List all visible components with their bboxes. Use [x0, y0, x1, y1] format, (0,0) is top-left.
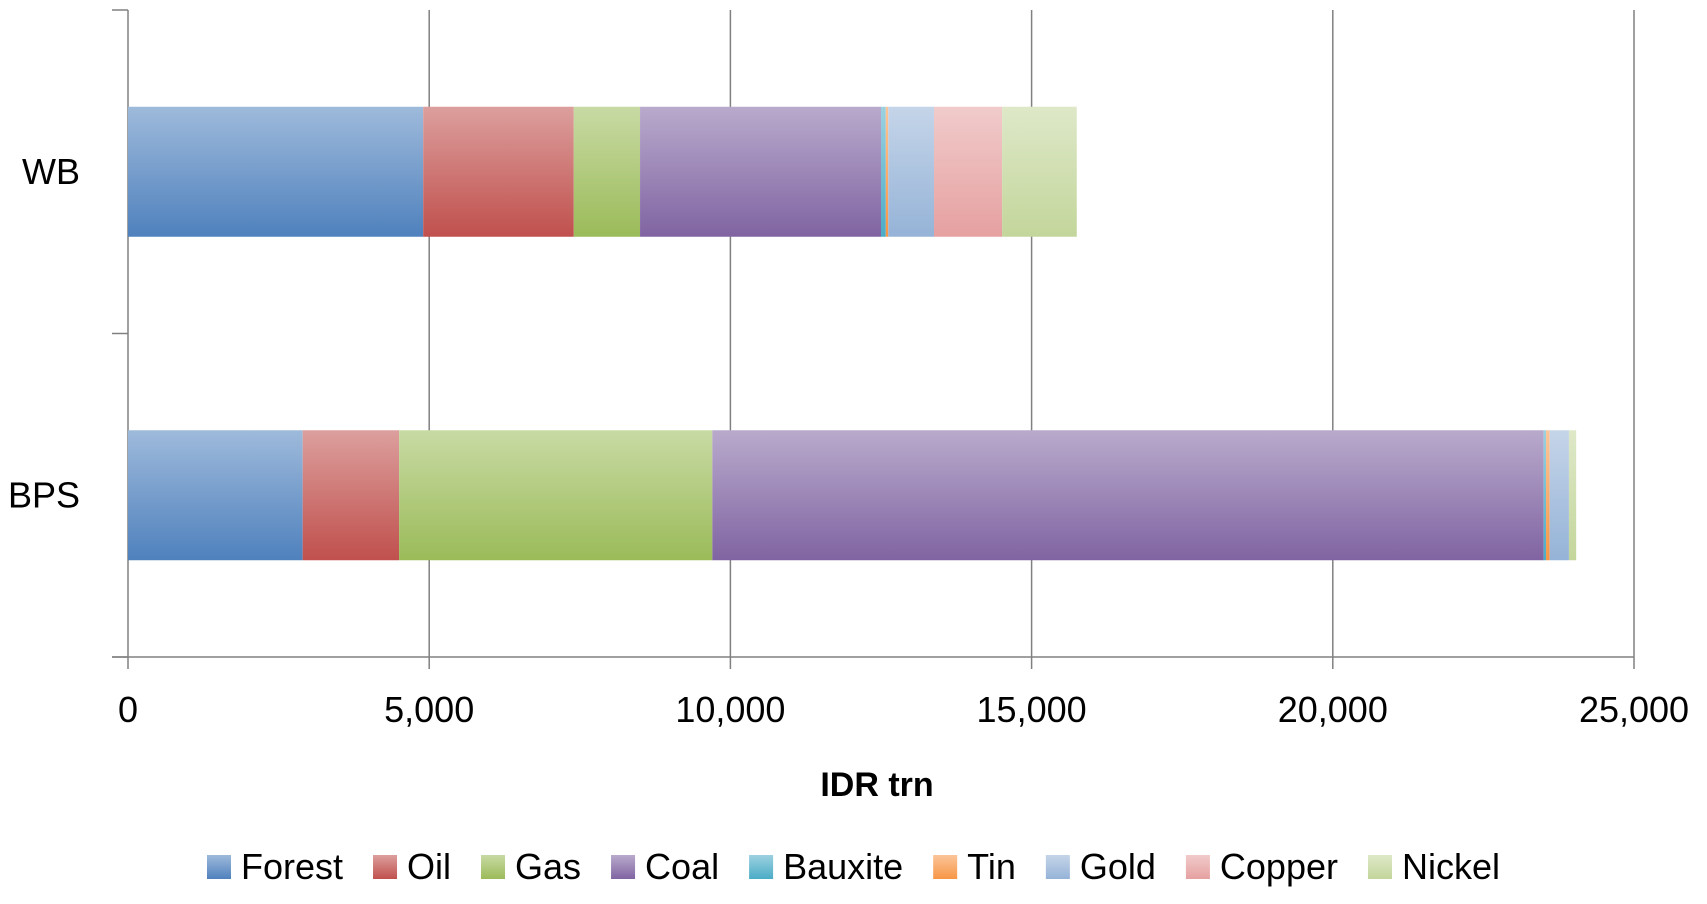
x-tick-label: 0	[118, 689, 138, 730]
x-axis-title: IDR trn	[820, 766, 933, 804]
legend-item-oil: Oil	[373, 846, 451, 887]
legend-label: Bauxite	[783, 846, 903, 887]
legend-label: Nickel	[1402, 846, 1500, 887]
bars	[128, 106, 1577, 561]
x-tick-label: 5,000	[384, 689, 474, 730]
legend-label: Gas	[515, 846, 581, 887]
legend-swatch	[1045, 855, 1070, 879]
legend-swatch	[206, 855, 231, 879]
bar-segment-oil-bps	[302, 430, 400, 561]
bar-segment-gold-wb	[888, 106, 935, 237]
legend-swatch	[611, 855, 636, 879]
legend: Forest Oil Gas Coal Bauxite Tin Gold Copper Nick…	[206, 846, 1500, 887]
y-category-label: WB	[22, 151, 80, 192]
legend-label: Oil	[407, 846, 451, 887]
legend-label: Coal	[645, 846, 719, 887]
legend-swatch	[481, 855, 506, 879]
bar-segment-oil-wb	[423, 106, 574, 237]
legend-swatch	[933, 855, 958, 879]
bar-segment-nickel-wb	[1002, 106, 1077, 237]
bar-segment-gas-bps	[399, 430, 713, 561]
legend-item-gold: Gold	[1045, 846, 1156, 887]
bar-segment-bauxite-bps	[1543, 430, 1547, 561]
legend-label: Tin	[967, 846, 1016, 887]
tick-labels: 0 5,000 10,000 15,000 20,000 25,000 WB BPS	[8, 151, 1689, 730]
legend-swatch	[1367, 855, 1392, 879]
legend-swatch	[1185, 855, 1210, 879]
bar-segment-tin-bps	[1546, 430, 1550, 561]
legend-item-coal: Coal	[611, 846, 719, 887]
x-tick-label: 25,000	[1579, 689, 1689, 730]
legend-swatch	[373, 855, 398, 879]
bar-segment-forest-wb	[128, 106, 424, 237]
legend-label: Copper	[1220, 846, 1338, 887]
x-tick-label: 20,000	[1278, 689, 1388, 730]
legend-item-nickel: Nickel	[1367, 846, 1500, 887]
legend-swatch	[749, 855, 774, 879]
bar-segment-forest-bps	[128, 430, 303, 561]
x-tick-label: 15,000	[977, 689, 1087, 730]
legend-label: Gold	[1080, 846, 1156, 887]
bar-segment-gold-bps	[1549, 430, 1569, 561]
bar-segment-gas-wb	[573, 106, 641, 237]
legend-item-forest: Forest	[206, 846, 343, 887]
legend-item-bauxite: Bauxite	[749, 846, 903, 887]
legend-item-tin: Tin	[933, 846, 1016, 887]
legend-item-copper: Copper	[1185, 846, 1338, 887]
legend-item-gas: Gas	[481, 846, 581, 887]
bar-segment-tin-wb	[885, 106, 889, 237]
legend-label: Forest	[241, 846, 343, 887]
y-category-label: BPS	[8, 474, 80, 515]
bar-segment-bauxite-wb	[881, 106, 886, 237]
x-tick-label: 10,000	[675, 689, 785, 730]
bar-segment-coal-wb	[640, 106, 881, 237]
bar-segment-nickel-bps	[1568, 430, 1577, 561]
bar-segment-copper-wb	[934, 106, 1003, 237]
bar-segment-coal-bps	[712, 430, 1544, 561]
